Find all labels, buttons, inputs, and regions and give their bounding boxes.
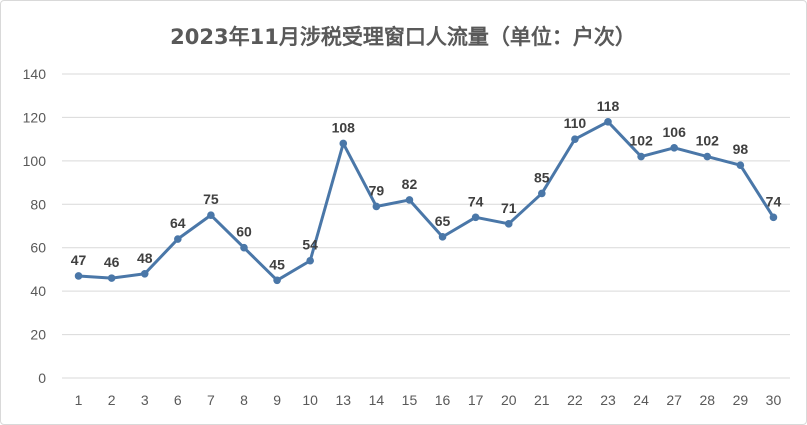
series-group bbox=[74, 117, 778, 285]
data-label: 74 bbox=[766, 193, 782, 209]
data-point bbox=[471, 213, 480, 222]
data-point bbox=[571, 135, 579, 143]
x-tick-label: 30 bbox=[766, 392, 782, 408]
data-point bbox=[703, 152, 712, 161]
data-point bbox=[736, 161, 745, 169]
x-tick-label: 16 bbox=[435, 392, 451, 408]
data-point bbox=[670, 144, 678, 152]
data-label: 48 bbox=[137, 250, 153, 266]
data-point bbox=[140, 269, 149, 278]
x-tick-label: 17 bbox=[468, 392, 484, 408]
y-tick-label: 80 bbox=[30, 196, 46, 212]
data-label: 54 bbox=[302, 237, 318, 253]
y-tick-label: 40 bbox=[30, 283, 46, 299]
data-label: 79 bbox=[369, 182, 385, 198]
x-tick-label: 27 bbox=[666, 392, 682, 408]
data-label: 46 bbox=[104, 254, 120, 270]
data-point bbox=[107, 274, 116, 282]
data-point bbox=[769, 213, 778, 222]
data-label: 102 bbox=[696, 133, 720, 149]
data-point bbox=[604, 117, 612, 126]
data-point bbox=[207, 211, 215, 219]
data-point bbox=[74, 272, 83, 280]
data-point bbox=[405, 196, 414, 204]
x-tick-label: 22 bbox=[567, 392, 583, 408]
data-label: 102 bbox=[629, 133, 653, 149]
data-point bbox=[339, 139, 348, 148]
data-label: 47 bbox=[71, 252, 87, 268]
data-label: 65 bbox=[435, 213, 451, 229]
data-point bbox=[372, 202, 381, 211]
chart-title: 2023年11月涉税受理窗口人流量（单位：户次） bbox=[170, 25, 636, 49]
data-label: 118 bbox=[597, 98, 620, 114]
data-point bbox=[273, 276, 281, 285]
data-label: 82 bbox=[402, 176, 418, 192]
data-point bbox=[174, 235, 182, 243]
x-tick-label: 15 bbox=[402, 392, 418, 408]
y-tick-label: 140 bbox=[23, 66, 47, 82]
x-tick-label: 9 bbox=[273, 392, 281, 408]
data-label: 45 bbox=[269, 256, 285, 272]
data-label: 75 bbox=[203, 191, 219, 207]
x-tick-label: 14 bbox=[369, 392, 385, 408]
data-label: 108 bbox=[332, 119, 356, 135]
x-axis-ticks: 1 2 3 6 7 8 9 10 13 14 15 16 17 20 21 22 23 24 27 28 29 30 bbox=[75, 392, 782, 408]
y-tick-label: 120 bbox=[23, 109, 47, 125]
y-tick-label: 0 bbox=[38, 370, 46, 386]
y-tick-label: 60 bbox=[30, 240, 46, 256]
data-point bbox=[240, 243, 248, 252]
x-tick-label: 10 bbox=[302, 392, 318, 408]
data-point bbox=[438, 233, 447, 241]
x-tick-label: 28 bbox=[699, 392, 715, 408]
data-point bbox=[504, 220, 513, 228]
data-label: 74 bbox=[468, 193, 484, 209]
data-label: 64 bbox=[170, 215, 186, 231]
data-label: 98 bbox=[733, 141, 749, 157]
series-line bbox=[78, 120, 775, 282]
data-label: 110 bbox=[564, 115, 587, 131]
x-tick-label: 6 bbox=[174, 392, 182, 408]
x-tick-label: 1 bbox=[75, 392, 83, 408]
data-label: 71 bbox=[501, 200, 517, 216]
x-tick-label: 7 bbox=[207, 392, 215, 408]
data-point bbox=[637, 152, 645, 161]
x-tick-label: 29 bbox=[733, 392, 749, 408]
x-tick-label: 8 bbox=[240, 392, 248, 408]
x-tick-label: 21 bbox=[534, 392, 550, 408]
data-label: 106 bbox=[663, 124, 687, 140]
x-tick-label: 2 bbox=[108, 392, 116, 408]
data-label: 60 bbox=[236, 224, 252, 240]
data-point bbox=[306, 256, 314, 265]
data-label: 85 bbox=[534, 169, 550, 185]
x-tick-label: 20 bbox=[501, 392, 517, 408]
x-tick-label: 13 bbox=[335, 392, 351, 408]
data-labels: 47 46 48 64 75 60 45 54 108 79 82 65 74 71 85 110 118 102… bbox=[71, 98, 782, 273]
x-tick-label: 23 bbox=[600, 392, 616, 408]
gridlines bbox=[62, 73, 790, 379]
y-axis-ticks: 0 20 40 60 80 100 120 140 bbox=[23, 66, 47, 386]
y-tick-label: 100 bbox=[23, 153, 47, 169]
data-point bbox=[538, 189, 546, 198]
x-tick-label: 24 bbox=[633, 392, 649, 408]
y-tick-label: 20 bbox=[30, 327, 46, 343]
x-tick-label: 3 bbox=[141, 392, 149, 408]
